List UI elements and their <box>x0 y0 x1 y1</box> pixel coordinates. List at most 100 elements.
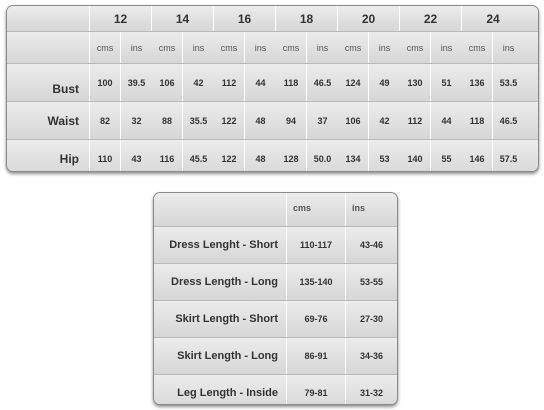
row-label: Skirt Length - Short <box>154 301 287 337</box>
value-cms: 112 <box>400 102 431 139</box>
unit-ins: ins <box>440 42 453 53</box>
size-header: 18 <box>276 6 338 31</box>
value-ins: 27-30 <box>359 314 384 324</box>
measure-body: Dress Lenght - Short 110-117 43-46 Dress Le… <box>154 227 397 404</box>
unit-cms: cms <box>338 32 369 63</box>
value-cms: 128 <box>276 140 307 171</box>
value-ins: 53.5 <box>499 77 518 88</box>
unit-ins: ins <box>254 42 267 53</box>
value-ins: 42 <box>193 77 204 88</box>
unit-ins: ins <box>130 42 143 53</box>
row-label: Hip <box>7 140 90 171</box>
unit-cms: cms <box>152 32 183 63</box>
value-ins: 34-36 <box>359 351 384 361</box>
value-pair: 118 46.5 <box>276 64 338 101</box>
size-header: 16 <box>214 6 276 31</box>
value-pair: 116 45.5 <box>152 140 214 171</box>
value-ins: 48 <box>255 115 266 126</box>
size-header-row: 12 14 16 18 20 22 24 <box>7 6 538 32</box>
table-row: Skirt Length - Short 69-76 27-30 <box>154 301 397 338</box>
unit-ins: ins <box>352 203 366 213</box>
value-cms: 134 <box>338 140 369 171</box>
value-ins: 43 <box>131 153 142 164</box>
table-row: Bust 100 39.5 106 42 112 44 118 46.5 124 49 130 51 13… <box>7 64 538 102</box>
value-pair: 100 39.5 <box>90 64 152 101</box>
unit-cms: cms <box>400 32 431 63</box>
size-header: 24 <box>486 11 500 26</box>
value-pair: 130 51 <box>400 64 462 101</box>
value-pair: 122 48 <box>214 102 276 139</box>
value-pair: 122 48 <box>214 140 276 171</box>
value-cms: 130 <box>400 64 431 101</box>
unit-pair: cms ins <box>400 32 462 63</box>
value-ins: 32 <box>131 115 142 126</box>
length-chart-table: cms ins Dress Lenght - Short 110-117 43-46… <box>153 192 398 405</box>
value-cms: 86-91 <box>287 338 346 374</box>
size-header: 22 <box>400 6 462 31</box>
value-ins: 39.5 <box>127 77 146 88</box>
value-cms: 146 <box>462 140 493 171</box>
row-label: Skirt Length - Long <box>154 338 287 374</box>
size-body: Bust 100 39.5 106 42 112 44 118 46.5 124 49 130 51 13… <box>7 64 538 171</box>
value-ins: 37 <box>317 115 328 126</box>
value-pair: 110 43 <box>90 140 152 171</box>
value-ins: 49 <box>379 77 390 88</box>
value-pair: 94 37 <box>276 102 338 139</box>
value-cms: 100 <box>90 64 121 101</box>
value-ins: 31-32 <box>359 388 384 398</box>
value-pair: 118 46.5 <box>462 102 524 139</box>
value-ins: 44 <box>441 115 452 126</box>
row-label: Dress Length - Long <box>154 264 287 300</box>
unit-cms: cms <box>462 32 493 63</box>
value-pair: 88 35.5 <box>152 102 214 139</box>
value-ins: 53 <box>379 153 390 164</box>
corner-cell <box>7 32 90 63</box>
unit-pair: cms ins <box>338 32 400 63</box>
value-pair: 112 44 <box>214 64 276 101</box>
value-cms: 69-76 <box>287 301 346 337</box>
unit-cms: cms <box>287 193 346 226</box>
value-cms: 140 <box>400 140 431 171</box>
value-cms: 106 <box>338 102 369 139</box>
unit-cms: cms <box>276 32 307 63</box>
value-cms: 106 <box>152 64 183 101</box>
value-ins: 42 <box>379 115 390 126</box>
value-ins: 44 <box>255 77 266 88</box>
unit-ins: ins <box>378 42 391 53</box>
row-label: Waist <box>7 102 90 139</box>
value-pair: 140 55 <box>400 140 462 171</box>
value-pair: 134 53 <box>338 140 400 171</box>
unit-pair: cms ins <box>152 32 214 63</box>
value-cms: 116 <box>152 140 183 171</box>
value-ins: 53-55 <box>359 277 384 287</box>
row-label: Bust <box>7 64 90 101</box>
unit-pair: cms ins <box>276 32 338 63</box>
value-ins: 45.5 <box>189 153 208 164</box>
row-label: Dress Lenght - Short <box>154 227 287 263</box>
table-row: Dress Length - Long 135-140 53-55 <box>154 264 397 301</box>
value-cms: 135-140 <box>287 264 346 300</box>
size-header: 12 <box>90 6 152 31</box>
value-cms: 118 <box>276 64 307 101</box>
unit-pair: cms ins <box>462 32 524 63</box>
value-cms: 122 <box>214 102 245 139</box>
value-cms: 122 <box>214 140 245 171</box>
value-ins: 46.5 <box>499 115 518 126</box>
table-row: Skirt Length - Long 86-91 34-36 <box>154 338 397 375</box>
unit-ins: ins <box>192 42 205 53</box>
unit-ins: ins <box>502 42 515 53</box>
value-cms: 79-81 <box>287 375 346 404</box>
measure-header-row: cms ins <box>154 193 397 227</box>
value-ins: 48 <box>255 153 266 164</box>
value-cms: 82 <box>90 102 121 139</box>
value-cms: 110-117 <box>287 227 346 263</box>
row-label: Leg Length - Inside <box>154 375 287 404</box>
value-pair: 136 53.5 <box>462 64 524 101</box>
value-ins: 55 <box>441 153 452 164</box>
value-pair: 128 50.0 <box>276 140 338 171</box>
value-cms: 136 <box>462 64 493 101</box>
unit-cms: cms <box>90 32 121 63</box>
value-pair: 112 44 <box>400 102 462 139</box>
table-row: Waist 82 32 88 35.5 122 48 94 37 106 42 112 44 118 46.… <box>7 102 538 140</box>
value-ins: 46.5 <box>313 77 332 88</box>
